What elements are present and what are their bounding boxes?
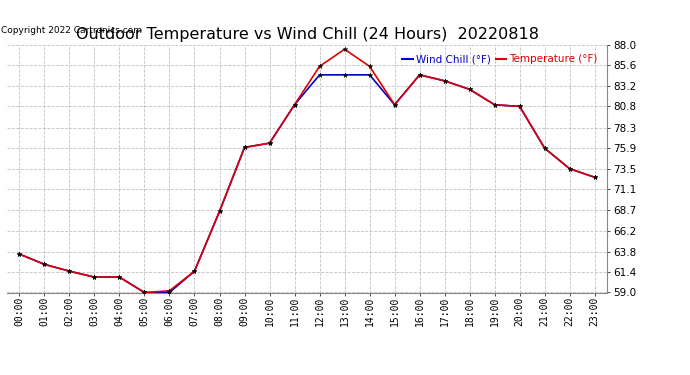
Title: Outdoor Temperature vs Wind Chill (24 Hours)  20220818: Outdoor Temperature vs Wind Chill (24 Ho… bbox=[75, 27, 539, 42]
Legend: Wind Chill (°F), Temperature (°F): Wind Chill (°F), Temperature (°F) bbox=[398, 50, 602, 69]
Text: Copyright 2022 Cartronics.com: Copyright 2022 Cartronics.com bbox=[1, 26, 142, 35]
